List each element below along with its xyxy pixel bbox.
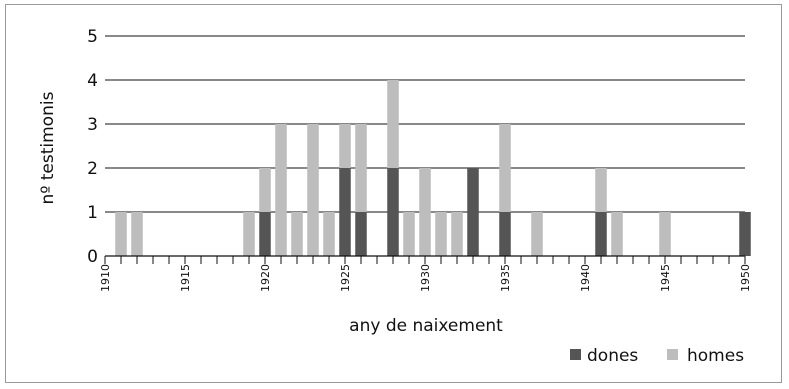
bar-dones-1925	[339, 168, 351, 256]
x-tick-label: 1950	[739, 264, 752, 292]
x-tick-label: 1945	[659, 264, 672, 292]
bar-homes-1929	[403, 212, 415, 256]
y-tick-label: 4	[87, 71, 98, 91]
bar-homes-1919	[243, 212, 255, 256]
x-tick-label: 1930	[419, 264, 432, 292]
bar-dones-1926	[355, 212, 367, 256]
y-axis-label: nº testimonis	[38, 91, 58, 204]
y-tick-label: 3	[87, 115, 98, 135]
bars	[115, 80, 751, 256]
bar-homes-1932	[451, 212, 463, 256]
bar-homes-1937	[531, 212, 543, 256]
bar-homes-1923	[307, 124, 319, 256]
axes	[104, 255, 746, 264]
bar-homes-1941	[595, 168, 607, 212]
bar-dones-1933	[467, 168, 479, 256]
x-tick-label: 1920	[259, 264, 272, 292]
y-tick-label: 5	[87, 27, 98, 47]
bar-homes-1926	[355, 124, 367, 212]
y-tick-label: 1	[87, 203, 98, 223]
bar-dones-1950	[739, 212, 751, 256]
x-axis-label: any de naixement	[349, 316, 503, 336]
bar-homes-1935	[499, 124, 511, 212]
bar-dones-1935	[499, 212, 511, 256]
legend-swatch-homes	[667, 349, 678, 360]
bar-homes-1925	[339, 124, 351, 168]
legend: dones homes	[570, 346, 744, 366]
y-tick-labels: 0 1 2 3 4 5	[87, 27, 98, 267]
bar-homes-1931	[435, 212, 447, 256]
bar-homes-1928	[387, 80, 399, 168]
x-tick-label: 1940	[579, 264, 592, 292]
bar-homes-1945	[659, 212, 671, 256]
bar-dones-1928	[387, 168, 399, 256]
legend-label-homes: homes	[687, 346, 744, 366]
x-tick-label: 1925	[339, 264, 352, 292]
bar-homes-1911	[115, 212, 127, 256]
bar-homes-1921	[275, 124, 287, 256]
bar-homes-1912	[131, 212, 143, 256]
bar-dones-1941	[595, 212, 607, 256]
x-tick-labels: 1910 1915 1920 1925 1930 1935 1940 1945 1950	[99, 264, 752, 292]
bar-homes-1922	[291, 212, 303, 256]
bar-homes-1942	[611, 212, 623, 256]
x-tick-label: 1910	[99, 264, 112, 292]
bar-dones-1920	[259, 212, 271, 256]
bar-homes-1930	[419, 168, 431, 256]
x-tick-label: 1915	[179, 264, 192, 292]
bar-homes-1920	[259, 168, 271, 212]
y-tick-label: 2	[87, 159, 98, 179]
legend-swatch-dones	[570, 349, 581, 360]
x-tick-label: 1935	[499, 264, 512, 292]
legend-label-dones: dones	[587, 346, 638, 366]
bar-homes-1924	[323, 212, 335, 256]
y-tick-label: 0	[87, 247, 98, 267]
